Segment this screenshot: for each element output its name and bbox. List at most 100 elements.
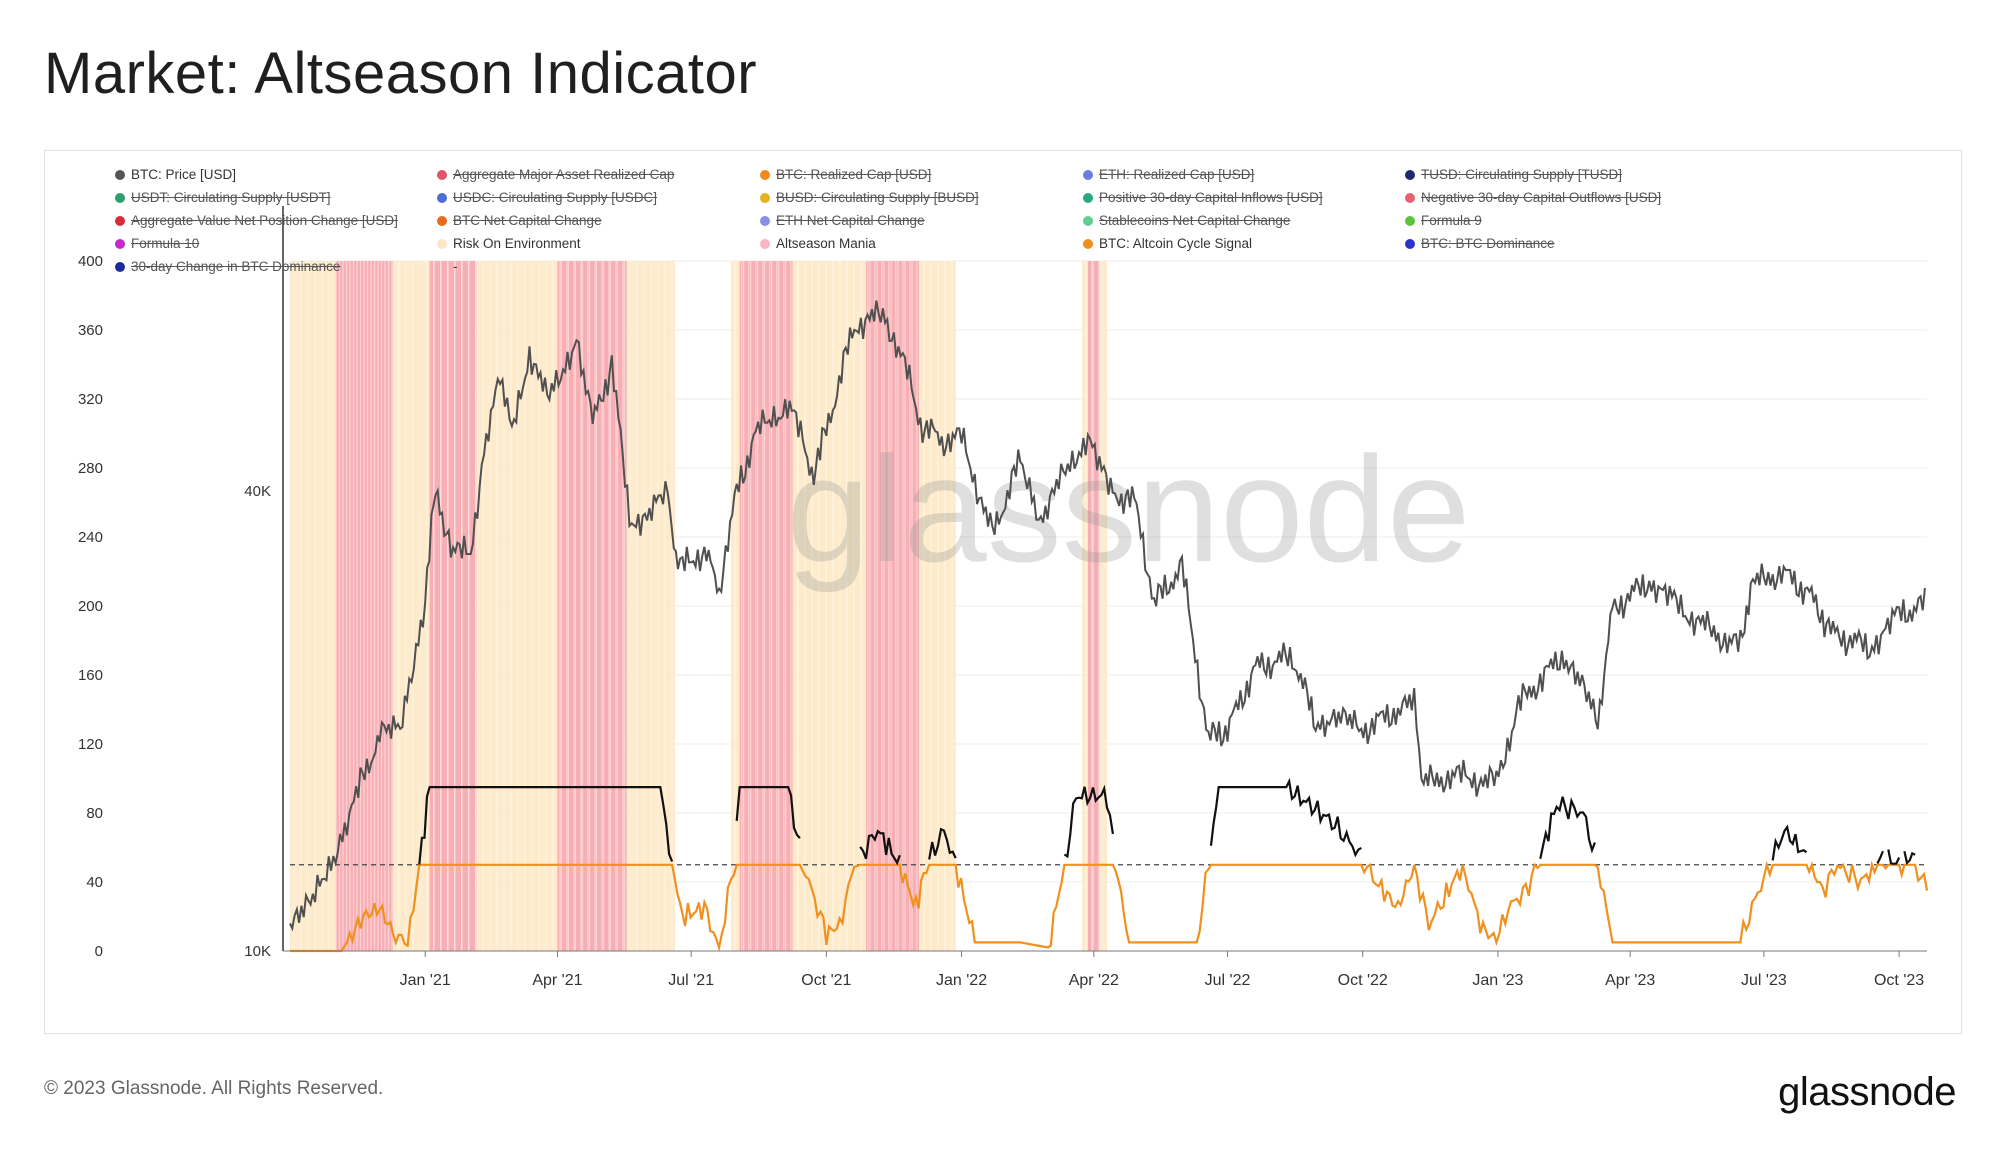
legend-item[interactable]: Negative 30-day Capital Outflows [USD] <box>1405 186 1661 209</box>
watermark: glassnode <box>787 425 1471 593</box>
legend-item[interactable]: Aggregate Value Net Position Change [USD… <box>115 209 398 232</box>
x-axis-tick-label: Jul '21 <box>668 972 714 989</box>
y-axis-tick-label: 0 <box>95 943 103 960</box>
y-axis-tick-label: 360 <box>78 322 103 339</box>
x-axis-tick-label: Jan '23 <box>1472 972 1523 989</box>
x-axis-tick-label: Apr '21 <box>532 972 582 989</box>
legend-label: BTC: Price [USD] <box>131 167 237 182</box>
legend-label: Negative 30-day Capital Outflows [USD] <box>1421 190 1662 205</box>
legend-label: Formula 10 <box>131 236 200 251</box>
legend-swatch <box>115 238 125 249</box>
x-axis-tick-label: Jul '23 <box>1741 972 1787 989</box>
chart-plot[interactable]: glassnode 0 40 80 120 160 200 240 280 320 360 400 10… <box>45 151 1961 1033</box>
x-axis-tick-label: Oct '21 <box>801 972 851 989</box>
y-axis-tick-label: 120 <box>78 736 103 753</box>
legend-swatch <box>760 192 770 203</box>
legend-label: USDC: Circulating Supply [USDC] <box>453 190 658 205</box>
chart-legend: BTC: Price [USD] Aggregate Major Asset Re… <box>115 163 1915 283</box>
legend-swatch <box>760 215 770 226</box>
btc-price-line <box>289 300 1926 932</box>
legend-swatch <box>115 215 125 226</box>
page-title: Market: Altseason Indicator <box>44 41 758 106</box>
legend-label: TUSD: Circulating Supply [TUSD] <box>1421 167 1623 182</box>
legend-item[interactable]: BTC: Altcoin Cycle Signal <box>1083 232 1252 255</box>
legend-item[interactable]: Altseason Mania <box>760 232 876 255</box>
legend-label: Risk On Environment <box>453 236 581 251</box>
legend-item[interactable]: BTC Net Capital Change <box>437 209 602 232</box>
legend-swatch <box>1083 169 1093 180</box>
copyright-notice: © 2023 Glassnode. All Rights Reserved. <box>44 1078 384 1099</box>
legend-item[interactable]: BTC: BTC Dominance <box>1405 232 1555 255</box>
legend-label: ETH: Realized Cap [USD] <box>1099 167 1255 182</box>
legend-item[interactable]: BTC: Price [USD] <box>115 163 236 186</box>
altseason-mania-band <box>866 261 919 951</box>
x-axis-tick-label: Jul '22 <box>1205 972 1251 989</box>
legend-swatch <box>115 261 125 272</box>
legend-swatch <box>437 169 447 180</box>
price-axis-tick-label: 10K <box>244 943 271 960</box>
legend-swatch <box>1405 215 1415 226</box>
legend-item[interactable]: Risk On Environment <box>437 232 581 255</box>
legend-item[interactable]: Formula 9 <box>1405 209 1482 232</box>
x-axis-tick-label: Apr '22 <box>1069 972 1119 989</box>
legend-item[interactable]: Stablecoins Net Capital Change <box>1083 209 1290 232</box>
y-axis-tick-label: 400 <box>78 253 103 270</box>
altseason-mania-band <box>1087 261 1100 951</box>
legend-label: ETH Net Capital Change <box>776 213 925 228</box>
legend-label: BTC: BTC Dominance <box>1421 236 1555 251</box>
legend-item[interactable]: Aggregate Major Asset Realized Cap <box>437 163 674 186</box>
x-axis-tick-label: Apr '23 <box>1605 972 1655 989</box>
y-axis-tick-label: 240 <box>78 529 103 546</box>
altseason-mania-band <box>429 261 477 951</box>
legend-label: Positive 30-day Capital Inflows [USD] <box>1099 190 1323 205</box>
y-axis-tick-label: 40 <box>86 874 103 891</box>
legend-label: BTC: Altcoin Cycle Signal <box>1099 236 1253 251</box>
altseason-mania-band <box>739 261 793 951</box>
legend-swatch <box>1083 238 1093 249</box>
legend-label: USDT: Circulating Supply [USDT] <box>131 190 331 205</box>
legend-label: BTC Net Capital Change <box>453 213 602 228</box>
y-axis-tick-label: 280 <box>78 460 103 477</box>
chart-panel: glassnode 0 40 80 120 160 200 240 280 320 360 400 10… <box>44 150 1962 1034</box>
y-axis-tick-label: 200 <box>78 598 103 615</box>
legend-item[interactable]: USDT: Circulating Supply [USDT] <box>115 186 331 209</box>
legend-label: BUSD: Circulating Supply [BUSD] <box>776 190 979 205</box>
legend-item[interactable]: - <box>437 255 458 278</box>
legend-swatch <box>437 192 447 203</box>
legend-swatch <box>1083 215 1093 226</box>
legend-item[interactable]: ETH Net Capital Change <box>760 209 925 232</box>
band-stripes <box>293 261 1101 951</box>
legend-swatch <box>437 215 447 226</box>
legend-item[interactable]: 30-day Change in BTC Dominance <box>115 255 340 278</box>
legend-item[interactable]: TUSD: Circulating Supply [TUSD] <box>1405 163 1622 186</box>
legend-label: - <box>453 259 458 274</box>
legend-swatch <box>1083 192 1093 203</box>
altseason-mania-band <box>557 261 627 951</box>
legend-item[interactable]: Positive 30-day Capital Inflows [USD] <box>1083 186 1323 209</box>
legend-label: 30-day Change in BTC Dominance <box>131 259 341 274</box>
legend-item[interactable]: BTC: Realized Cap [USD] <box>760 163 931 186</box>
price-axis-tick-label: 40K <box>244 483 271 500</box>
legend-swatch <box>115 192 125 203</box>
legend-item[interactable]: BUSD: Circulating Supply [BUSD] <box>760 186 979 209</box>
altseason-mania-band <box>335 261 393 951</box>
legend-label: Aggregate Major Asset Realized Cap <box>453 167 675 182</box>
legend-swatch <box>760 169 770 180</box>
altcoin-signal-line-above <box>418 777 1916 866</box>
legend-item[interactable]: ETH: Realized Cap [USD] <box>1083 163 1254 186</box>
legend-swatch <box>1405 192 1415 203</box>
brand-logo[interactable]: glassnode <box>1778 1070 1956 1114</box>
x-axis-tick-label: Oct '23 <box>1874 972 1924 989</box>
legend-label: Stablecoins Net Capital Change <box>1099 213 1291 228</box>
y-axis-tick-label: 160 <box>78 667 103 684</box>
x-axis-tick-label: Jan '21 <box>400 972 451 989</box>
legend-swatch <box>760 238 770 249</box>
legend-item[interactable]: USDC: Circulating Supply [USDC] <box>437 186 657 209</box>
legend-swatch <box>1405 169 1415 180</box>
legend-label: Aggregate Value Net Position Change [USD… <box>131 213 398 228</box>
x-axis-tick-label: Jan '22 <box>936 972 987 989</box>
legend-label: BTC: Realized Cap [USD] <box>776 167 932 182</box>
legend-label: Altseason Mania <box>776 236 876 251</box>
y-axis-tick-label: 80 <box>86 805 103 822</box>
legend-item[interactable]: Formula 10 <box>115 232 199 255</box>
